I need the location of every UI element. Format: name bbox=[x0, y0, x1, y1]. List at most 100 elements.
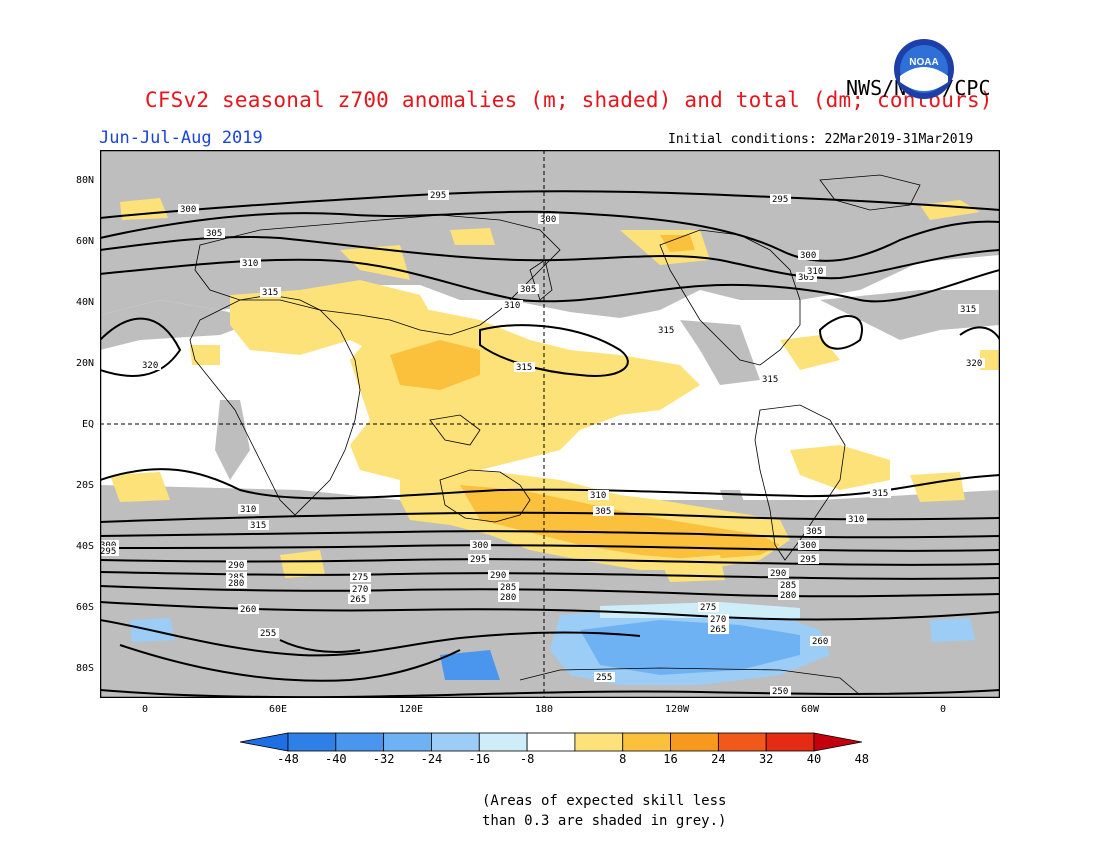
contour-label: 260 bbox=[812, 637, 828, 647]
lat-label: 60S bbox=[75, 602, 94, 613]
contour-label: 280 bbox=[780, 591, 796, 601]
colorbar-box bbox=[622, 732, 671, 752]
contour-label-bg bbox=[798, 250, 819, 260]
colorbar-tick-label: -8 bbox=[519, 752, 535, 766]
colorbar-box bbox=[431, 732, 480, 752]
contour-label: 300 bbox=[800, 541, 816, 551]
contour-label-bg bbox=[796, 272, 817, 282]
contour-label-bg bbox=[708, 624, 729, 634]
map-panel: 295 300 305 310 315 320 300 305 310 295 300 305 310 3… bbox=[100, 150, 1000, 698]
contour-label: 295 bbox=[100, 547, 116, 557]
contour-label-bg bbox=[518, 284, 539, 294]
colorbar-box bbox=[670, 732, 719, 752]
contour-label-bg bbox=[428, 190, 449, 200]
contour-label: 275 bbox=[352, 573, 368, 583]
contour-label-bg bbox=[348, 594, 369, 604]
lat-label: 40N bbox=[75, 297, 94, 308]
contour-label: 295 bbox=[772, 195, 788, 205]
contour-label: 305 bbox=[206, 229, 222, 239]
negative-anomalies bbox=[130, 602, 975, 685]
contour-label-bg bbox=[588, 490, 609, 500]
colorbar-arrow-low bbox=[240, 732, 289, 752]
contour-label-bg bbox=[958, 304, 979, 314]
contour-label: 280 bbox=[500, 593, 516, 603]
contour-label-bg bbox=[698, 602, 719, 612]
lon-label: 60W bbox=[800, 704, 820, 715]
lon-label: 120E bbox=[398, 704, 424, 715]
contour-label: 300 bbox=[800, 251, 816, 261]
colorbar-box bbox=[383, 732, 432, 752]
height-contours bbox=[100, 190, 1000, 698]
contour-label-bg bbox=[778, 590, 799, 600]
lat-label: 60N bbox=[75, 236, 94, 247]
colorbar-tick-label: 32 bbox=[758, 752, 774, 766]
contour-label-bg bbox=[656, 325, 677, 335]
colorbar-arrow-high bbox=[813, 732, 862, 752]
contour-label: 310 bbox=[807, 267, 823, 277]
contour-label-bg bbox=[100, 540, 119, 550]
contour-label-bg bbox=[226, 578, 247, 588]
map-frame bbox=[100, 150, 1000, 698]
map-title: CFSv2 seasonal z700 anomalies (m; shaded… bbox=[145, 88, 993, 112]
contour-label: 280 bbox=[228, 579, 244, 589]
contour-label: 270 bbox=[710, 615, 726, 625]
contour-label-bg bbox=[258, 628, 279, 638]
contour-label-bg bbox=[350, 572, 371, 582]
contour-label: 300 bbox=[180, 205, 196, 215]
contour-label: 295 bbox=[470, 555, 486, 565]
contour-label-bg bbox=[238, 504, 259, 514]
contour-label-bg bbox=[760, 374, 781, 384]
contour-label-bg bbox=[140, 360, 161, 370]
colorbar-box bbox=[287, 732, 337, 752]
colorbar-box bbox=[526, 732, 576, 752]
contour-label-bg bbox=[804, 526, 825, 536]
contour-label: 270 bbox=[352, 585, 368, 595]
contour-label-bg bbox=[498, 592, 519, 602]
lat-label: 20S bbox=[75, 480, 94, 491]
contour-label: 315 bbox=[516, 363, 532, 373]
contour-label: 285 bbox=[780, 581, 796, 591]
contour-label: 310 bbox=[848, 515, 864, 525]
colorbar-tick-label: -40 bbox=[324, 752, 347, 766]
forecast-period: Jun-Jul-Aug 2019 bbox=[99, 128, 263, 148]
colorbar bbox=[240, 732, 862, 752]
colorbar-tick-label: 48 bbox=[854, 752, 870, 766]
contour-label-bg bbox=[810, 636, 831, 646]
contour-label-bg bbox=[240, 258, 261, 268]
lat-label: 80N bbox=[75, 175, 94, 186]
lat-label: 80S bbox=[75, 663, 94, 674]
contour-label: 295 bbox=[800, 555, 816, 565]
contour-label: 285 bbox=[500, 583, 516, 593]
contour-label: 315 bbox=[872, 489, 888, 499]
contour-label-bg bbox=[964, 358, 985, 368]
contour-label: 310 bbox=[504, 301, 520, 311]
contour-label: 295 bbox=[430, 191, 446, 201]
colorbar-tick-label: 40 bbox=[806, 752, 822, 766]
contour-label: 320 bbox=[966, 359, 982, 369]
skill-note-line1: (Areas of expected skill less bbox=[482, 793, 727, 809]
contour-label: 310 bbox=[242, 259, 258, 269]
colorbar-tick-label: -24 bbox=[420, 752, 443, 766]
noaa-logo: NOAA bbox=[894, 39, 954, 99]
contour-label: 265 bbox=[350, 595, 366, 605]
colorbar-box bbox=[335, 732, 385, 752]
contour-labels: 2953003053103153203003053102953003053103… bbox=[100, 190, 985, 697]
contour-label-bg bbox=[593, 506, 614, 516]
colorbar-box bbox=[717, 732, 767, 752]
continent-outlines bbox=[189, 174, 921, 696]
contour-label: 320 bbox=[142, 361, 158, 371]
contour-label: 275 bbox=[700, 603, 716, 613]
colorbar-tick-label: 16 bbox=[663, 752, 678, 766]
colorbar-tick-label: -32 bbox=[372, 752, 395, 766]
colorbar-box bbox=[574, 732, 624, 752]
contour-label-bg bbox=[768, 568, 789, 578]
initial-conditions: Initial conditions: 22Mar2019-31Mar2019 bbox=[668, 132, 974, 147]
contour-label-bg bbox=[226, 560, 247, 570]
colorbar-box bbox=[478, 732, 528, 752]
noaa-logo-text: NOAA bbox=[909, 57, 938, 68]
colorbar-tick-label: 24 bbox=[711, 752, 726, 766]
contour-label-bg bbox=[502, 300, 523, 310]
contour-label: 250 bbox=[772, 687, 788, 697]
contour-label-bg bbox=[488, 570, 509, 580]
contour-label-bg bbox=[470, 540, 491, 550]
